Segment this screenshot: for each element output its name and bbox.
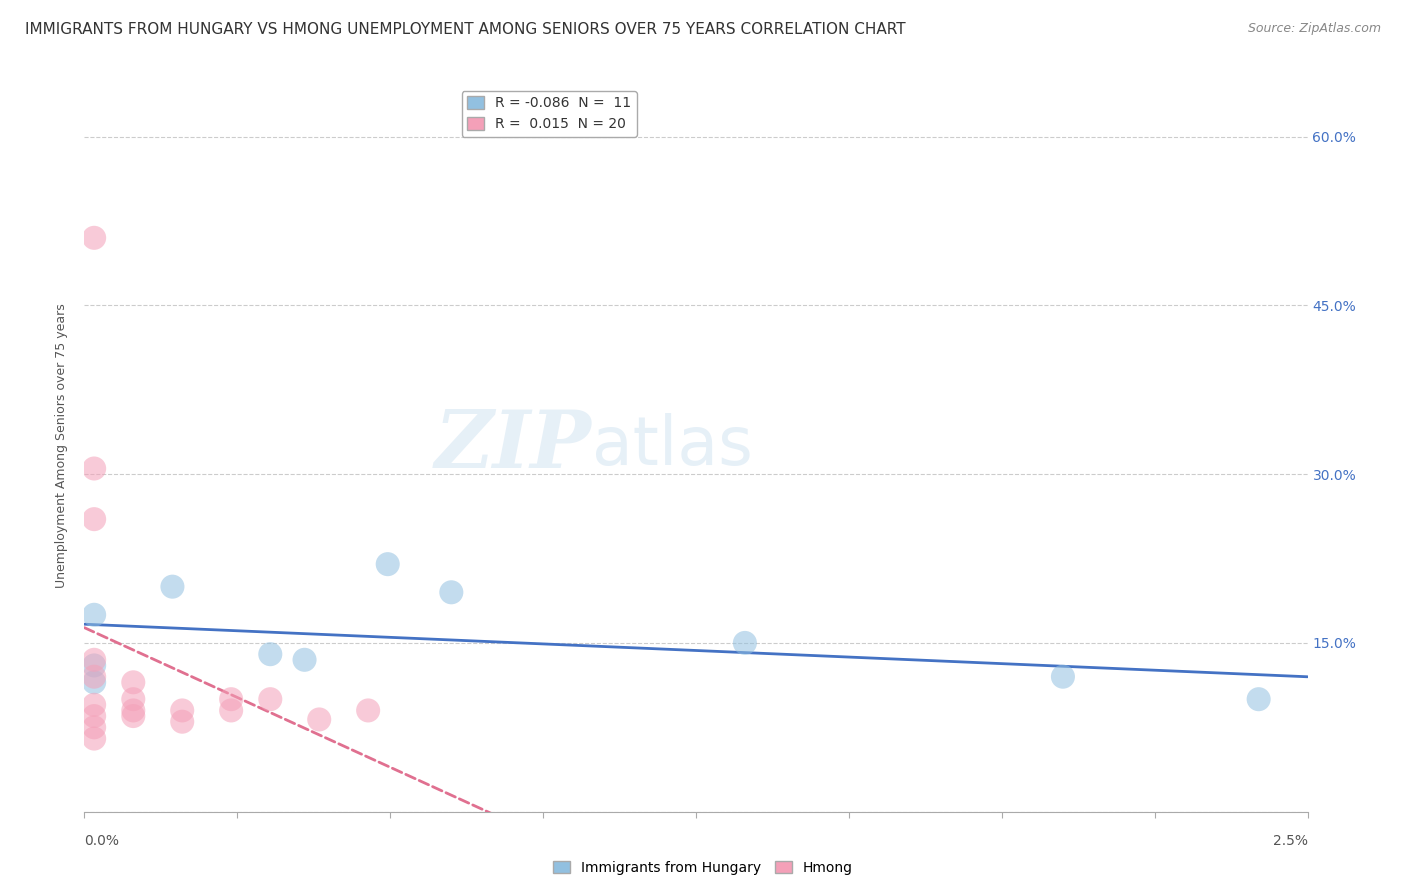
Text: ZIP: ZIP [434, 408, 592, 484]
Point [357, 703, 380, 717]
Point [172, 703, 194, 717]
Point [259, 647, 281, 661]
Point [172, 714, 194, 729]
Point [294, 653, 316, 667]
Point [219, 692, 242, 706]
Point [440, 585, 463, 599]
Y-axis label: Unemployment Among Seniors over 75 years: Unemployment Among Seniors over 75 years [55, 303, 69, 589]
Text: atlas: atlas [592, 413, 752, 479]
Point [83, 658, 105, 673]
Point [83, 675, 105, 690]
Legend: R = -0.086  N =  11, R =  0.015  N = 20: R = -0.086 N = 11, R = 0.015 N = 20 [461, 91, 637, 137]
Point [83, 231, 105, 245]
Point [83, 698, 105, 712]
Point [83, 512, 105, 526]
Text: 0.0%: 0.0% [84, 834, 120, 847]
Point [377, 557, 399, 571]
Point [122, 675, 145, 690]
Point [83, 720, 105, 734]
Point [122, 692, 145, 706]
Text: Source: ZipAtlas.com: Source: ZipAtlas.com [1247, 22, 1381, 36]
Point [1052, 670, 1074, 684]
Point [308, 713, 330, 727]
Point [1247, 692, 1270, 706]
Point [83, 731, 105, 746]
Point [122, 703, 145, 717]
Point [734, 636, 756, 650]
Point [83, 670, 105, 684]
Point [259, 692, 281, 706]
Point [122, 709, 145, 723]
Point [83, 653, 105, 667]
Text: 2.5%: 2.5% [1272, 834, 1308, 847]
Legend: Immigrants from Hungary, Hmong: Immigrants from Hungary, Hmong [548, 855, 858, 880]
Point [83, 709, 105, 723]
Point [83, 461, 105, 475]
Point [162, 580, 184, 594]
Point [219, 703, 242, 717]
Point [83, 607, 105, 622]
Text: IMMIGRANTS FROM HUNGARY VS HMONG UNEMPLOYMENT AMONG SENIORS OVER 75 YEARS CORREL: IMMIGRANTS FROM HUNGARY VS HMONG UNEMPLO… [25, 22, 905, 37]
